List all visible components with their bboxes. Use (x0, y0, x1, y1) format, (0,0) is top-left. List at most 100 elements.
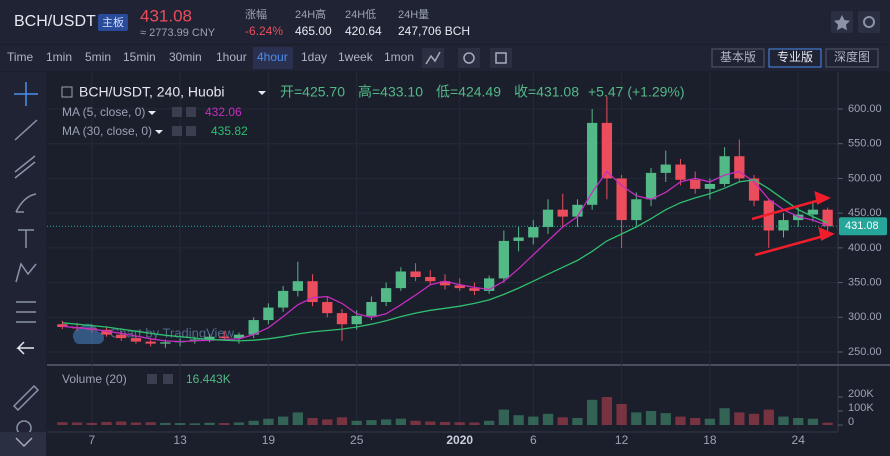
volume-bar (822, 422, 833, 425)
volume-bar (542, 413, 554, 425)
legend-settings[interactable] (147, 374, 157, 384)
legend-settings[interactable] (172, 107, 182, 117)
grid: 250.00 300.00 350.00 400.00 450.00 500.00 550.… (47, 72, 882, 447)
volume-bar (86, 422, 97, 425)
settings-button[interactable] (858, 11, 880, 33)
y-tick-label: 300.00 (848, 311, 882, 323)
arrow-head (814, 190, 832, 205)
x-tick-label: 2020 (446, 433, 473, 447)
crosshair-tool[interactable] (14, 82, 38, 106)
x-tick-label: 12 (615, 433, 629, 447)
back-tool[interactable] (16, 341, 34, 355)
star-icon (834, 15, 850, 31)
volume-bar (263, 418, 274, 425)
legend-close-btn[interactable] (186, 126, 196, 136)
x-tick-label: 19 (262, 433, 276, 447)
measure-tool[interactable] (12, 384, 40, 412)
legend-ma30: MA (30, close, 0) (62, 124, 152, 138)
fullscreen-button[interactable] (490, 48, 512, 68)
candle-body (130, 338, 142, 342)
candle-body (616, 178, 627, 221)
view-button-bg[interactable] (711, 48, 765, 68)
volume-bar (498, 409, 510, 425)
volume-bar (439, 421, 451, 425)
view-button[interactable]: 专业版 (777, 49, 813, 64)
candle-body (557, 209, 568, 217)
interval-button[interactable]: 1day (301, 50, 327, 64)
interval-button[interactable]: 15min (123, 50, 156, 64)
marks: 431.08 (47, 96, 887, 425)
candle-body (542, 209, 554, 228)
candle-body (807, 209, 819, 215)
candle-body (572, 204, 583, 217)
candle-body (690, 179, 701, 189)
volume-bar (71, 422, 83, 425)
indicator-button[interactable] (458, 48, 480, 68)
y-tick-label: 550.00 (848, 138, 882, 150)
volume-bar (233, 422, 245, 425)
collapse-icon (15, 437, 33, 448)
volume-bar (116, 421, 127, 425)
candle-body (307, 281, 318, 303)
text-tool[interactable] (18, 229, 34, 248)
volume-bar (145, 422, 156, 425)
stat-label: 24H高 (295, 7, 326, 21)
legend-menu[interactable] (258, 91, 266, 95)
arrow-line (751, 198, 821, 221)
trendline-tool[interactable] (14, 119, 38, 141)
candle-body (631, 199, 642, 221)
volume-bar (528, 416, 539, 425)
x-tick-label: 6 (530, 433, 537, 447)
interval-button[interactable]: 1min (46, 50, 72, 64)
candle-body (528, 227, 539, 238)
volume-bar (719, 408, 730, 425)
candle-body (292, 281, 303, 291)
ma-line (62, 170, 828, 343)
y-tick-label: 0 (848, 416, 854, 428)
candle-body (484, 278, 495, 291)
interval-button[interactable]: 5min (85, 50, 111, 64)
volume-bar (645, 411, 657, 425)
view-button-bg[interactable] (768, 48, 822, 68)
stat-value: 247,706 BCH (398, 24, 470, 38)
candle-body (351, 315, 362, 325)
interval-button[interactable]: 30min (169, 50, 202, 64)
legend-menu[interactable] (148, 111, 156, 115)
view-button[interactable]: 深度图 (834, 49, 870, 64)
arrow-head (818, 226, 836, 241)
header-bar (0, 0, 890, 44)
x-tick-label: 7 (88, 433, 95, 447)
interval-button[interactable]: 1hour (216, 50, 247, 64)
interval-button[interactable]: 4hour (257, 50, 288, 64)
interval-button[interactable]: 1mon (384, 50, 414, 64)
volume-bar (601, 397, 613, 425)
volume-bar (469, 422, 480, 425)
legend-menu[interactable] (155, 130, 163, 134)
y-tick-label: 600.00 (848, 103, 882, 115)
volume-bar (336, 417, 348, 425)
view-button[interactable]: 基本版 (720, 50, 756, 64)
chart-type-icon (425, 51, 441, 65)
pitchfork-tool[interactable] (14, 155, 36, 179)
view-button-bg[interactable] (825, 48, 879, 68)
volume-bar (351, 420, 362, 425)
legend-close-btn[interactable] (163, 374, 173, 384)
legend-close-btn[interactable] (186, 107, 196, 117)
x-tick-label: 25 (350, 433, 364, 447)
volume-bar (189, 423, 200, 425)
candle-body (778, 220, 789, 231)
fib-tool[interactable] (16, 301, 36, 323)
interval-button[interactable]: 1week (338, 50, 374, 64)
legend-symbol: BCH/USDT, 240, Huobi (79, 84, 225, 100)
volume-bar (130, 422, 142, 425)
pattern-tool[interactable] (15, 262, 37, 283)
candle-body (822, 209, 833, 227)
legend-ma5: MA (5, close, 0) (62, 105, 145, 119)
volume-bar (174, 423, 186, 425)
legend-toggle[interactable] (61, 86, 73, 98)
volume-bar (322, 419, 333, 425)
legend-settings[interactable] (172, 126, 182, 136)
candle-body (660, 164, 671, 173)
brush-tool[interactable] (15, 193, 37, 213)
candle-body (513, 237, 524, 241)
